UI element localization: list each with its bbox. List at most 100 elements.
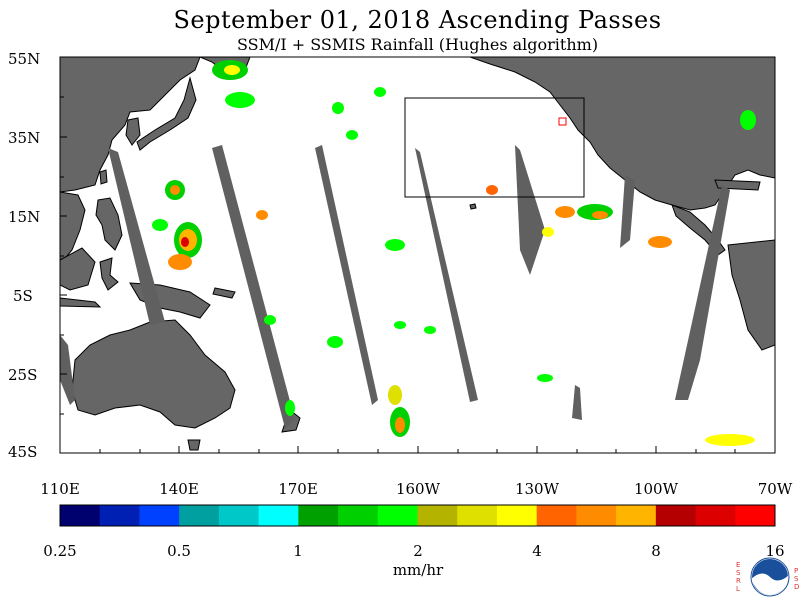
colorbar-segment	[536, 505, 577, 526]
swath-3	[315, 145, 378, 405]
rainfall-patches	[152, 60, 756, 446]
rain-patch	[648, 236, 672, 248]
rain-patch	[542, 227, 554, 237]
colorbar-label: 8	[651, 542, 661, 560]
borneo-landmass	[60, 247, 96, 291]
colorbar-segment	[655, 505, 697, 526]
korea-landmass	[125, 117, 141, 146]
hawaii-landmass	[469, 203, 477, 210]
colorbar-frame	[59, 504, 776, 527]
rain-patch	[592, 211, 608, 219]
colorbar	[60, 505, 776, 526]
colorbar-segment	[139, 505, 180, 526]
colorbar-segment	[218, 505, 260, 526]
colorbar-segment	[258, 505, 299, 526]
rain-patch	[388, 385, 402, 405]
swath-2	[212, 145, 295, 428]
rain-patch	[395, 417, 405, 433]
colorbar-segment	[457, 505, 498, 526]
australia-landmass	[71, 319, 236, 429]
rain-patch	[346, 130, 358, 140]
colorbar-segment	[616, 505, 657, 526]
japan-landmass	[136, 76, 197, 151]
colorbar-segment	[99, 505, 140, 526]
swath-4	[415, 148, 478, 402]
rain-patch	[394, 321, 406, 329]
swath-7	[675, 185, 730, 400]
colorbar-segment	[496, 505, 538, 526]
rain-patch	[537, 374, 553, 382]
south-america-landmass	[727, 239, 775, 351]
colorbar-segment	[735, 505, 776, 526]
colorbar-segment	[298, 505, 339, 526]
colorbar-label: 0.5	[167, 542, 191, 560]
colorbar-segment	[377, 505, 418, 526]
swath-1	[108, 148, 165, 325]
taiwan-landmass	[99, 169, 108, 185]
rain-patch	[264, 315, 276, 325]
axis-ticks	[59, 56, 776, 454]
rain-patch	[285, 400, 295, 416]
lon-label-170e: 170E	[278, 480, 318, 498]
bismarck-landmass	[212, 287, 236, 299]
lon-label-110e: 110E	[40, 480, 80, 498]
lon-label-160w: 160W	[395, 480, 441, 498]
philippines-landmass	[95, 197, 123, 251]
colorbar-segment	[338, 505, 379, 526]
rain-patch	[374, 87, 386, 97]
colorbar-units: mm/hr	[392, 561, 444, 579]
colorbar-label: 0.25	[43, 542, 77, 560]
colorbar-segment	[417, 505, 458, 526]
no-data-swaths	[60, 145, 730, 428]
colorbar-segment	[60, 505, 101, 526]
rain-patch	[555, 206, 575, 218]
swath-5	[515, 145, 545, 275]
swath-9	[572, 385, 582, 420]
rain-patch	[740, 110, 756, 130]
colorbar-segment	[695, 505, 736, 526]
lat-label-45s: 45S	[8, 443, 38, 461]
colorbar-label: 4	[532, 542, 542, 560]
rain-patch	[225, 92, 255, 108]
rain-patch	[327, 336, 343, 348]
caribbean-landmass	[714, 179, 761, 191]
tasmania-landmass	[187, 439, 201, 451]
lat-label-5s: 5S	[13, 287, 33, 305]
colorbar-segment	[576, 505, 617, 526]
lat-label-15n: 15N	[8, 208, 41, 226]
rain-patch	[705, 434, 755, 446]
sulawesi-landmass	[99, 257, 119, 291]
rain-patch	[332, 102, 344, 114]
colorbar-segment	[179, 505, 220, 526]
rain-patch	[256, 210, 268, 220]
lat-label-25s: 25S	[8, 366, 38, 384]
location-marker	[558, 117, 567, 126]
region-box	[404, 97, 585, 198]
swath-6	[620, 175, 635, 248]
map-title: September 01, 2018 Ascending Passes	[173, 6, 662, 34]
swath-8	[60, 335, 75, 405]
rain-patch	[385, 239, 405, 251]
asia-landmass	[60, 57, 201, 193]
lat-label-35n: 35N	[8, 129, 41, 147]
north-america-landmass	[469, 57, 775, 211]
lat-label-55n: 55N	[8, 50, 41, 68]
map-subtitle: SSM/I + SSMIS Rainfall (Hughes algorithm…	[236, 35, 599, 54]
lon-label-70w: 70W	[757, 480, 793, 498]
java-landmass	[60, 297, 102, 308]
rain-patch	[152, 219, 168, 231]
rain-patch	[424, 326, 436, 334]
rain-patch	[168, 254, 192, 270]
lon-label-140e: 140E	[159, 480, 199, 498]
colorbar-label: 16	[765, 542, 785, 560]
colorbar-label: 1	[293, 542, 303, 560]
rain-patch	[170, 185, 180, 195]
lon-label-130w: 130W	[514, 480, 560, 498]
lon-label-100w: 100W	[633, 480, 679, 498]
rain-patch	[181, 237, 189, 247]
rain-patch	[224, 65, 240, 75]
